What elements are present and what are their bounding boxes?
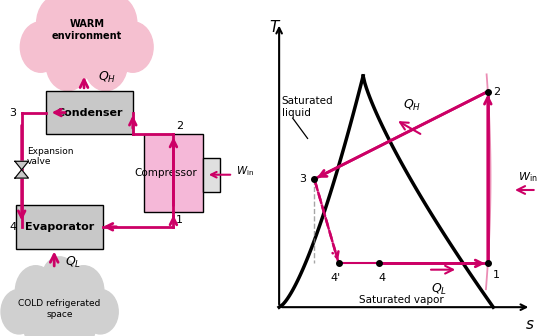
Circle shape <box>84 37 127 91</box>
Circle shape <box>15 266 56 316</box>
Text: T: T <box>269 20 279 35</box>
Text: s: s <box>526 317 534 332</box>
Text: WARM
environment: WARM environment <box>51 19 122 41</box>
Circle shape <box>36 0 82 52</box>
FancyBboxPatch shape <box>16 205 103 249</box>
Circle shape <box>1 289 37 334</box>
Text: $\mathit{W}_{\rm in}$: $\mathit{W}_{\rm in}$ <box>518 171 537 184</box>
Text: Compressor: Compressor <box>134 168 197 178</box>
Circle shape <box>57 303 95 336</box>
Polygon shape <box>15 170 29 178</box>
Circle shape <box>21 22 61 72</box>
Text: 2: 2 <box>176 121 183 131</box>
Text: Saturated
liquid: Saturated liquid <box>282 96 333 118</box>
Text: 4: 4 <box>9 222 16 232</box>
Polygon shape <box>15 161 29 170</box>
Circle shape <box>91 0 137 52</box>
Text: Saturated vapor: Saturated vapor <box>359 295 443 305</box>
FancyBboxPatch shape <box>46 91 133 134</box>
Text: Expansion
valve: Expansion valve <box>27 146 74 166</box>
Text: 2: 2 <box>493 87 500 96</box>
Circle shape <box>62 10 111 71</box>
Text: 1: 1 <box>493 270 500 280</box>
Text: 1: 1 <box>176 215 183 225</box>
FancyBboxPatch shape <box>144 134 203 212</box>
Circle shape <box>38 279 81 332</box>
Circle shape <box>63 266 104 316</box>
FancyBboxPatch shape <box>203 158 220 192</box>
Text: $\mathit{W}_{\rm in}$: $\mathit{W}_{\rm in}$ <box>236 164 254 178</box>
Circle shape <box>82 289 118 334</box>
Text: 3: 3 <box>299 174 306 184</box>
Text: $Q_H$: $Q_H$ <box>98 70 116 85</box>
Text: Condenser: Condenser <box>56 108 122 118</box>
Circle shape <box>24 303 62 336</box>
Circle shape <box>112 22 153 72</box>
Text: $Q_L$: $Q_L$ <box>431 282 447 297</box>
Circle shape <box>42 257 78 301</box>
Text: Evaporator: Evaporator <box>25 222 94 232</box>
Circle shape <box>66 0 107 35</box>
Text: 3: 3 <box>9 108 16 118</box>
Text: 4': 4' <box>331 273 341 283</box>
Text: $Q_H$: $Q_H$ <box>403 98 421 114</box>
Text: $Q_L$: $Q_L$ <box>65 255 81 269</box>
Circle shape <box>46 37 89 91</box>
Text: COLD refrigerated
space: COLD refrigerated space <box>18 299 101 319</box>
Text: 4: 4 <box>378 273 386 283</box>
